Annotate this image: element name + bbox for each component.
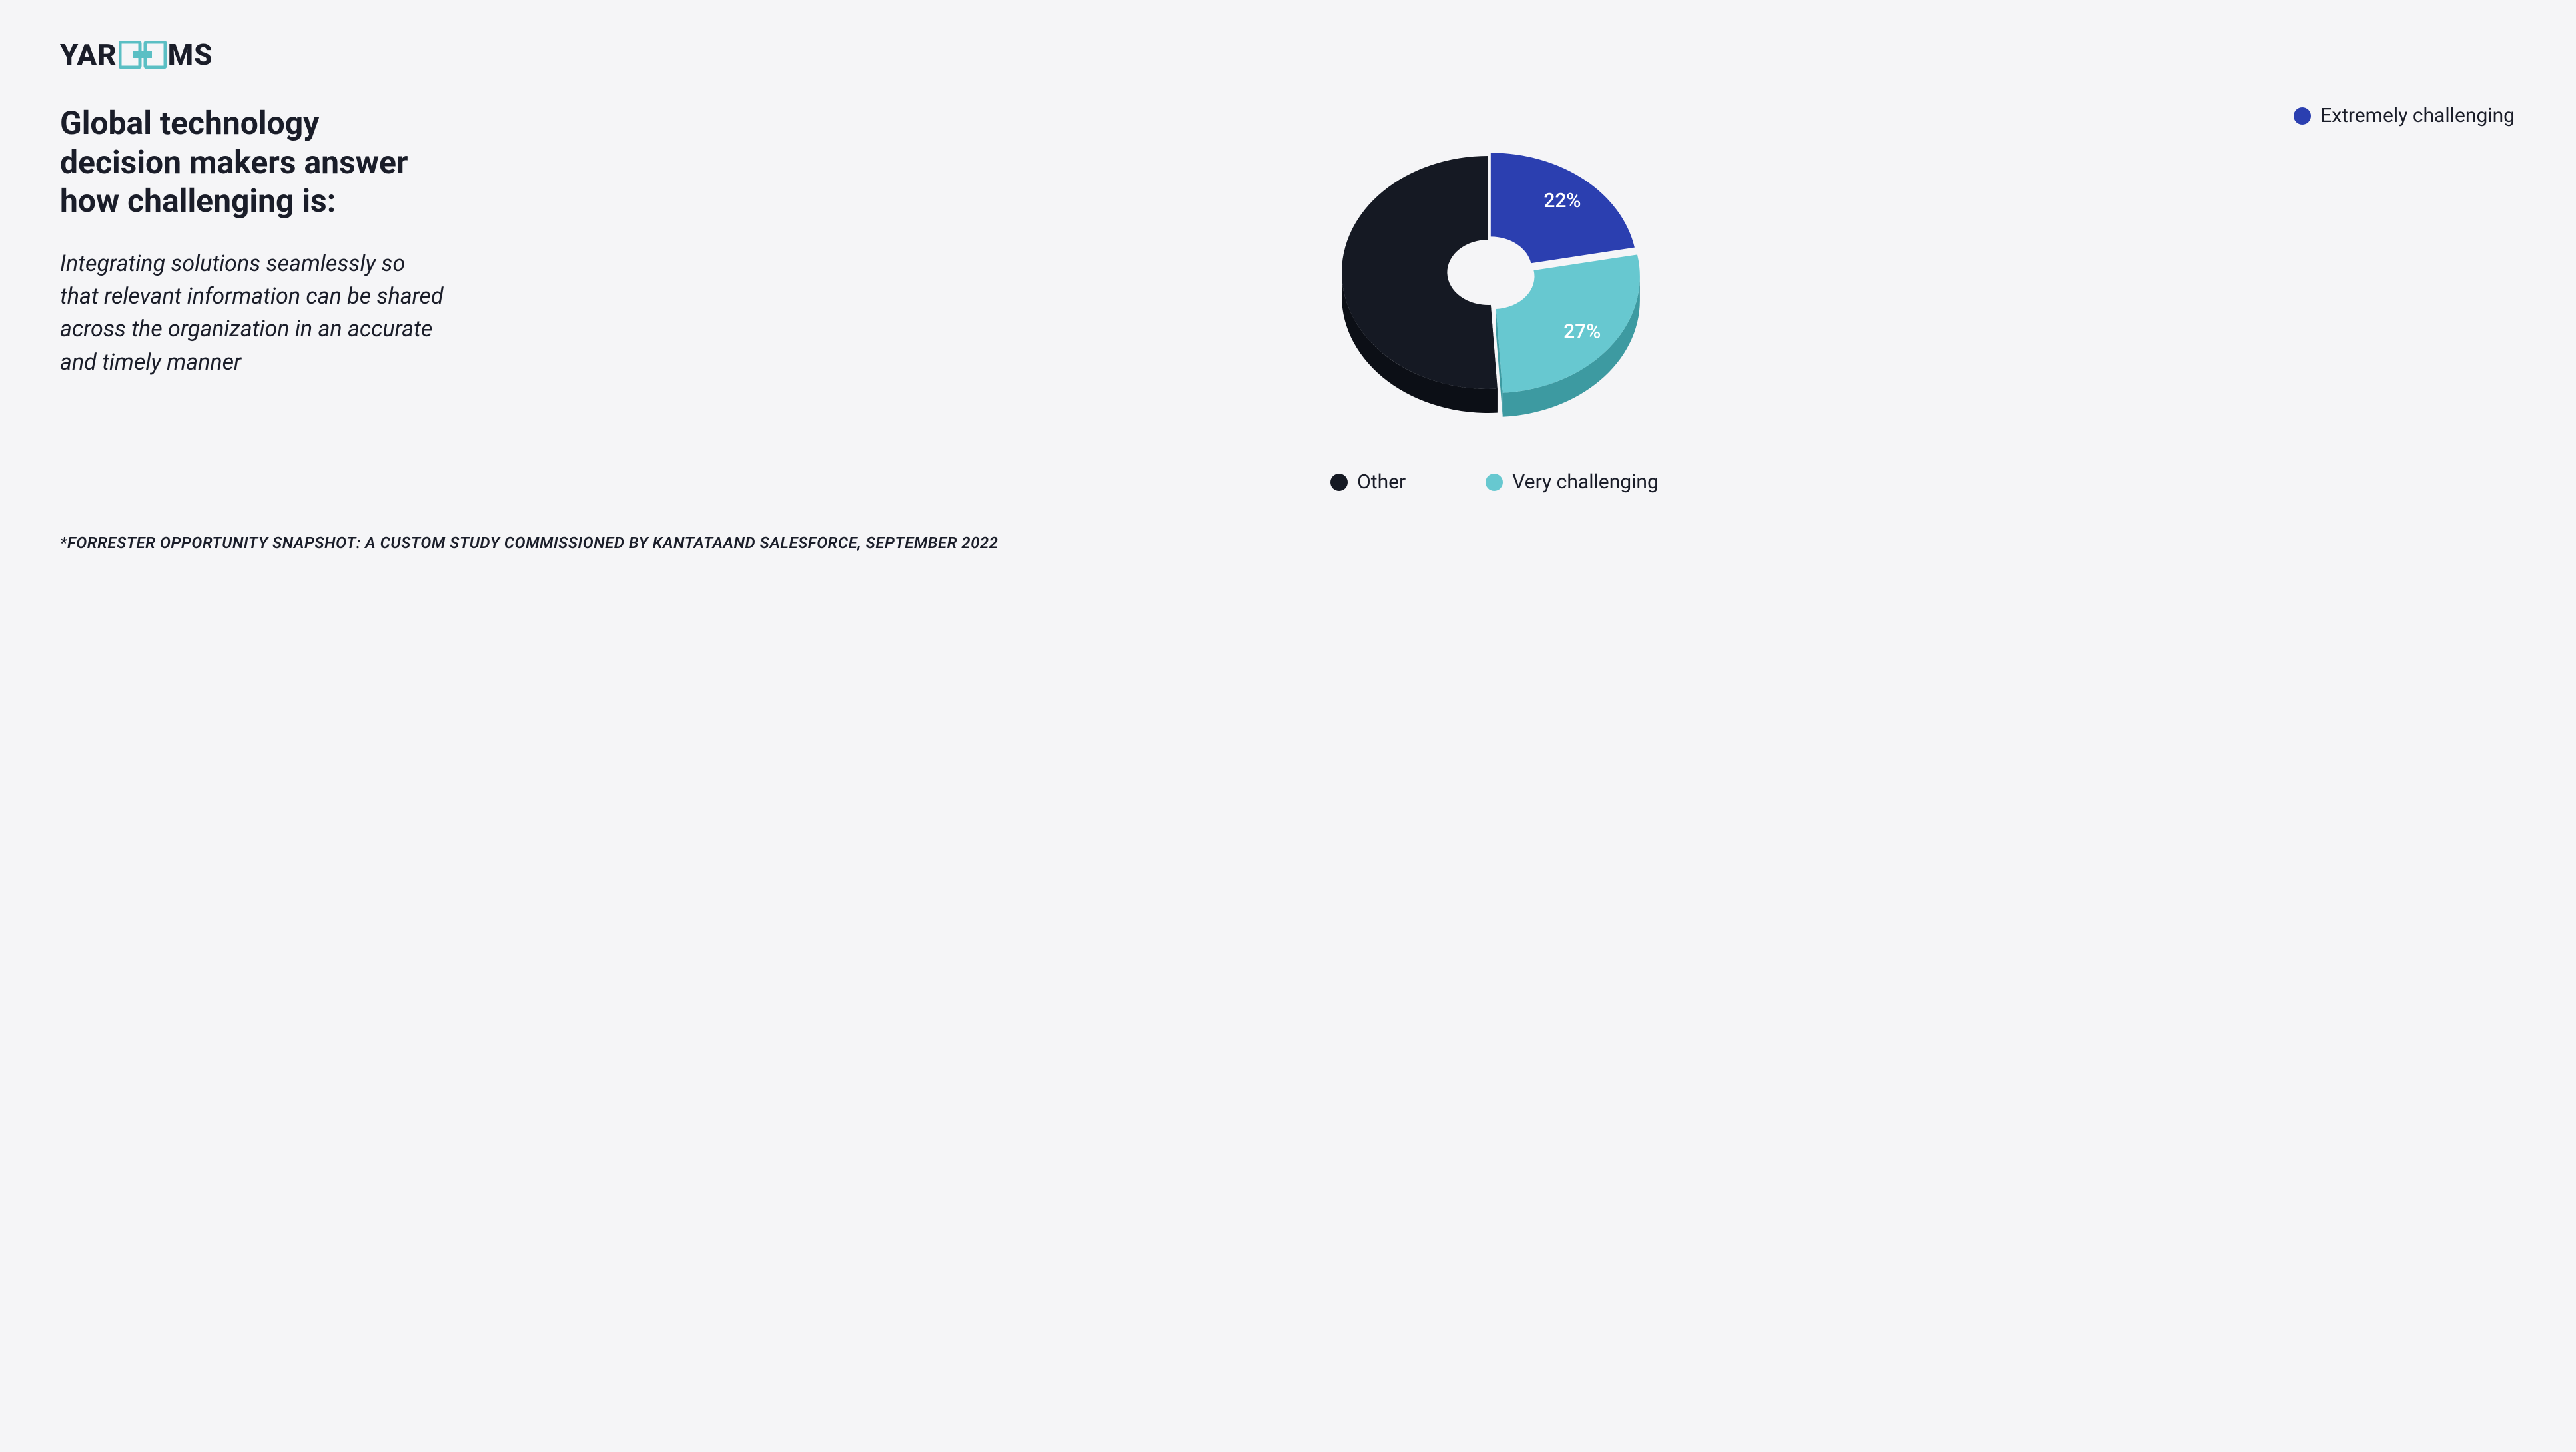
footer-citation: *FORRESTER OPPORTUNITY SNAPSHOT: A CUSTO…: [60, 534, 2516, 552]
logo-text-left: YAR: [60, 37, 117, 72]
donut-chart: 22% 27%: [1308, 116, 1681, 452]
legend-label-very: Very challenging: [1512, 470, 1659, 494]
legend-extremely-challenging: Extremely challenging: [2294, 104, 2515, 127]
slice-label-very: 27%: [1563, 320, 1601, 343]
text-column: Global technology decision makers answer…: [60, 104, 446, 379]
legend-label-extremely: Extremely challenging: [2320, 104, 2515, 127]
legend-swatch-other: [1330, 474, 1348, 491]
subtitle: Integrating solutions seamlessly so that…: [60, 248, 446, 379]
legend-swatch-very: [1486, 474, 1503, 491]
legend-bottom-row: Other Very challenging: [473, 470, 2516, 494]
logo-text-right: MS: [168, 37, 213, 72]
legend-swatch-extremely: [2294, 107, 2311, 125]
slice-label-extremely: 22%: [1543, 189, 1581, 212]
logo: YAR MS: [60, 37, 2516, 72]
legend-other: Other: [1330, 470, 1406, 494]
content-row: Global technology decision makers answer…: [60, 104, 2516, 494]
chart-column: Extremely challenging 22% 27% Other Very …: [473, 104, 2516, 494]
legend-label-other: Other: [1357, 470, 1406, 494]
title: Global technology decision makers answer…: [60, 104, 446, 221]
logo-icon: [119, 41, 167, 69]
legend-very-challenging: Very challenging: [1486, 470, 1659, 494]
